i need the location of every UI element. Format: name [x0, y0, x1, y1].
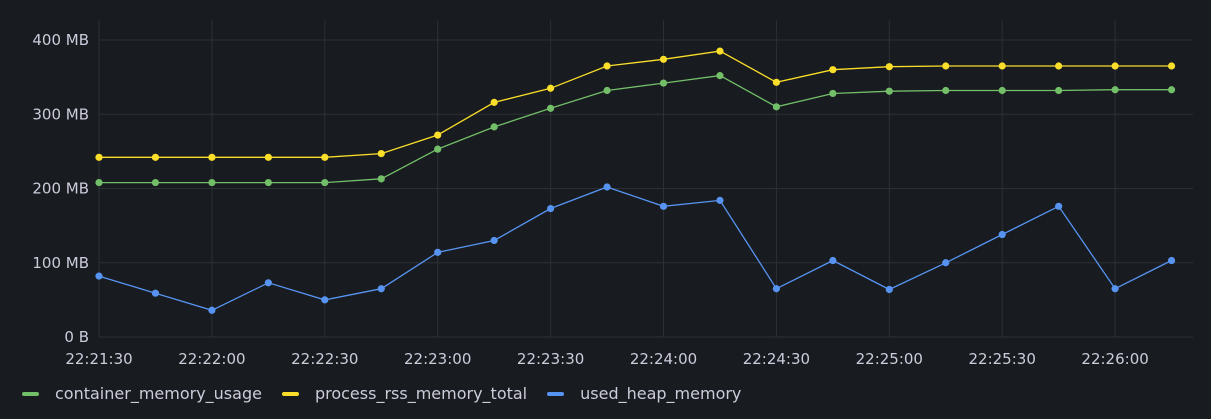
y-tick-label: 200 MB — [32, 180, 89, 198]
data-point — [885, 63, 893, 71]
data-point — [1055, 62, 1063, 70]
data-point — [716, 72, 724, 80]
x-tick-label: 22:22:00 — [178, 350, 245, 368]
chart-legend: container_memory_usage process_rss_memory… — [22, 384, 761, 403]
data-point — [885, 87, 893, 95]
data-point — [321, 296, 329, 304]
legend-item[interactable]: used_heap_memory — [547, 384, 741, 403]
data-point — [772, 78, 781, 86]
data-point — [151, 178, 160, 187]
data-point — [377, 175, 385, 183]
data-point — [151, 289, 160, 297]
data-point — [434, 131, 442, 139]
data-point — [603, 86, 611, 95]
series-container_memory_usage — [95, 72, 1176, 187]
data-point — [547, 204, 555, 213]
series-lines — [95, 47, 1176, 314]
data-point — [659, 79, 668, 87]
memory-chart: 0 B 100 MB 200 MB 300 MB 400 MB 22:21:30 22:2… — [32, 20, 1193, 368]
x-axis-ticks: 22:21:30 22:22:00 22:22:30 22:23:00 22:23:30… — [65, 350, 1148, 368]
data-point — [95, 272, 103, 280]
data-point — [151, 153, 160, 161]
grid-lines — [98, 20, 1193, 338]
data-point — [603, 62, 611, 70]
data-point — [208, 178, 216, 187]
data-point — [321, 153, 329, 161]
data-point — [772, 285, 781, 293]
legend-swatch — [22, 391, 39, 396]
data-point — [547, 104, 555, 112]
series-line — [99, 74, 1172, 184]
data-point — [829, 256, 837, 265]
data-point — [1111, 62, 1119, 70]
series-line — [99, 50, 1172, 158]
data-point — [1055, 202, 1063, 210]
data-point — [377, 150, 385, 158]
data-point — [1055, 86, 1063, 95]
y-axis-ticks: 0 B 100 MB 200 MB 300 MB 400 MB — [32, 31, 89, 346]
x-tick-label: 22:25:30 — [969, 350, 1036, 368]
legend-label: used_heap_memory — [580, 384, 742, 403]
legend-swatch — [547, 391, 565, 396]
y-tick-label: 300 MB — [32, 105, 89, 123]
data-point — [434, 145, 442, 153]
legend-item[interactable]: container_memory_usage — [22, 384, 262, 403]
series-line — [98, 186, 1172, 311]
legend-label: container_memory_usage — [55, 384, 262, 403]
data-point — [490, 98, 498, 106]
x-tick-label: 22:24:00 — [630, 350, 697, 368]
data-point — [829, 89, 837, 98]
x-tick-label: 22:23:00 — [404, 350, 471, 368]
data-point — [998, 86, 1006, 95]
legend-swatch — [281, 391, 299, 396]
data-point — [208, 306, 216, 314]
x-tick-label: 22:21:30 — [65, 350, 132, 368]
x-tick-label: 22:23:30 — [517, 350, 584, 368]
data-point — [95, 153, 103, 161]
x-tick-label: 22:22:30 — [291, 350, 358, 368]
data-point — [942, 259, 950, 267]
data-point — [208, 153, 216, 161]
data-point — [885, 285, 893, 294]
y-tick-label: 100 MB — [32, 254, 89, 272]
data-point — [1167, 86, 1176, 94]
data-point — [998, 62, 1006, 70]
x-tick-label: 22:25:00 — [856, 350, 923, 368]
data-point — [603, 183, 611, 191]
series-process_rss_memory_total — [95, 47, 1176, 161]
x-tick-label: 22:26:00 — [1081, 350, 1148, 368]
legend-label: process_rss_memory_total — [314, 384, 528, 403]
data-point — [942, 86, 950, 95]
data-point — [772, 103, 781, 111]
data-point — [1167, 256, 1176, 265]
data-point — [716, 47, 724, 55]
data-point — [829, 66, 837, 74]
data-point — [716, 196, 724, 204]
data-point — [321, 178, 329, 187]
data-point — [942, 62, 950, 70]
data-point — [659, 202, 668, 210]
data-point — [1111, 285, 1119, 293]
data-point — [264, 153, 272, 161]
data-point — [264, 178, 272, 187]
data-point — [264, 279, 272, 287]
y-tick-label: 400 MB — [32, 31, 89, 49]
y-tick-label: 0 B — [64, 328, 89, 346]
data-point — [659, 55, 668, 63]
data-point — [998, 230, 1006, 239]
series-used_heap_memory — [95, 183, 1176, 314]
data-point — [1111, 86, 1119, 94]
data-point — [377, 285, 385, 293]
data-point — [434, 248, 442, 256]
legend-item[interactable]: process_rss_memory_total — [281, 384, 528, 403]
data-point — [95, 178, 103, 187]
data-point — [490, 123, 498, 131]
data-point — [1167, 62, 1176, 70]
x-tick-label: 22:24:30 — [743, 350, 810, 368]
data-point — [490, 236, 498, 245]
data-point — [547, 84, 555, 92]
